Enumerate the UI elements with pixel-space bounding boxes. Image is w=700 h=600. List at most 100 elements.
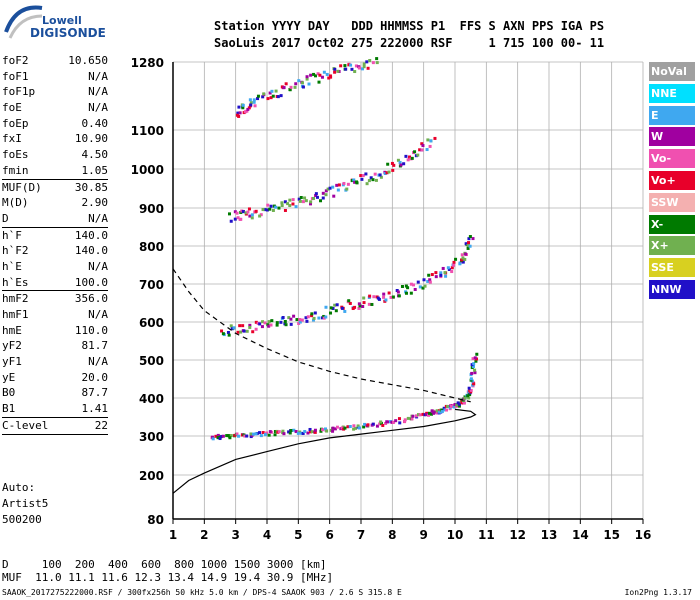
echo-point [241,106,245,110]
echo-point [428,278,432,282]
echo-point [270,89,274,93]
param-value: N/A [88,308,108,321]
echo-point [216,436,220,440]
echo-point [467,386,471,390]
echo-point [305,319,309,323]
param-divider [2,433,108,435]
echo-point [381,423,385,427]
echo-point [280,204,284,208]
echo-point [297,79,301,83]
echo-point [382,292,386,296]
echo-point [397,417,401,421]
param-value: 1.05 [81,163,109,177]
param-row: B0 87.7 [2,385,108,401]
param-value: 20.0 [81,370,109,384]
echo-point [266,323,270,327]
echo-point [245,434,249,438]
echo-point [334,309,338,313]
echo-point [305,75,309,79]
echo-point [319,199,323,203]
echo-point [301,85,305,89]
echo-point [321,196,325,200]
echo-point [359,174,363,178]
echo-point [336,69,340,73]
echo-point [375,61,379,65]
echo-point [463,257,467,261]
echo-point [457,402,461,406]
parameter-list: foF2 10.650 foF1 N/A foF1p N/A foE N/A foEp 0.40 f… [2,53,108,435]
echo-point [233,433,237,437]
param-label: C-level [2,418,49,432]
echo-point [391,295,395,299]
param-value: 10.90 [74,132,108,146]
echo-point [229,324,233,328]
auto-program: Artist5 [2,497,49,510]
echo-point [233,210,237,214]
echo-point [350,67,354,71]
echo-point [256,94,260,98]
param-row: M(D) 2.90 [2,195,108,211]
echo-point [361,174,365,178]
param-row: hmF1 N/A [2,307,108,323]
echo-point [365,60,369,64]
echo-point [426,279,430,283]
echo-point [331,307,335,311]
param-label: foF1p [2,85,36,99]
param-value: 140.0 [74,244,108,258]
param-row: h`Es 100.0 [2,275,108,291]
param-value: 10.650 [68,54,108,67]
param-label: foE [2,101,22,115]
echo-point [396,290,400,294]
echo-point [457,404,461,408]
echo-point [263,321,267,325]
echo-point [391,168,395,172]
echo-point [214,434,218,438]
echo-point [413,287,417,291]
echo-point [373,172,377,176]
param-row: foF1p N/A [2,84,108,100]
echo-point [400,285,404,289]
echo-point [403,418,407,422]
echo-point [422,278,426,282]
echo-point [452,405,456,409]
x-tick-label: 12 [509,528,526,542]
echo-point [473,356,477,360]
echo-point [469,388,473,392]
echo-point [413,150,417,154]
echo-point [469,377,473,381]
echo-point [221,434,225,438]
echo-point [360,67,364,71]
echo-point [303,429,307,433]
echo-point [266,97,270,101]
echo-point [466,243,470,247]
echo-point [461,256,465,260]
echo-point [298,199,302,203]
echo-point [466,394,470,398]
echo-point [261,320,265,324]
echo-point [340,306,344,310]
legend-item: NNE [649,83,695,103]
echo-point [324,315,328,319]
echo-point [336,188,340,192]
echo-point [471,364,475,368]
x-tick-label: 13 [541,528,558,542]
globe-icon [4,5,43,39]
echo-point [229,219,233,223]
echo-point [473,371,477,375]
echo-point [322,316,326,320]
echo-trace [210,352,479,441]
echo-point [236,330,240,334]
echo-point [309,202,313,206]
param-row: h`F 140.0 [2,226,108,244]
echo-point [248,98,252,102]
echo-point [467,237,471,241]
echo-point [256,97,260,101]
echo-point [229,434,233,438]
y-tick-label: 1000 [131,163,164,177]
param-row: foEs 4.50 [2,147,108,163]
echo-point [276,95,280,99]
echo-point [421,144,425,148]
echo-point [387,291,391,295]
param-label: h`E [2,259,22,273]
echo-point [269,96,273,100]
